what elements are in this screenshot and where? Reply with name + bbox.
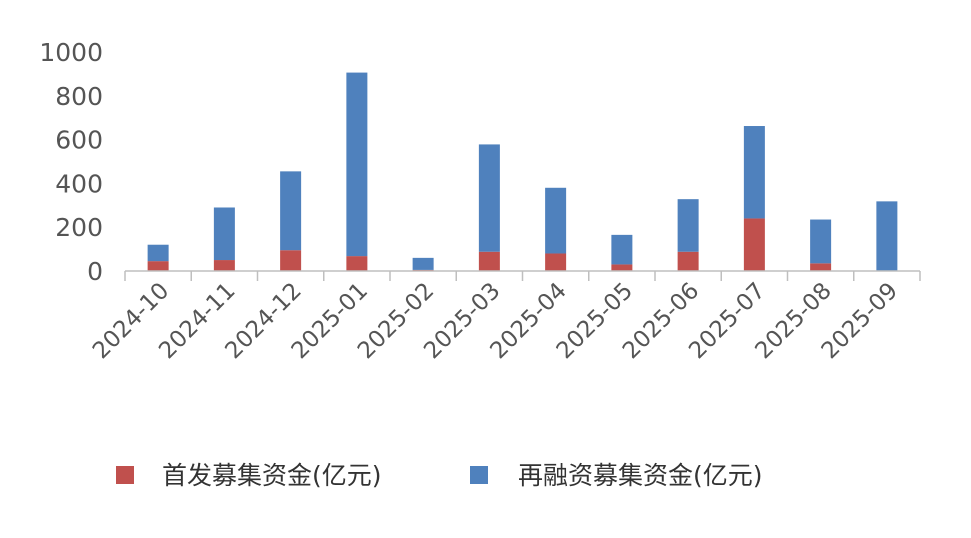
y-tick-label: 200 [55, 213, 103, 242]
y-tick-label: 600 [55, 126, 103, 155]
x-axis-labels: 2024-102024-112024-122025-012025-022025-… [88, 278, 903, 364]
bar-refinancing [346, 72, 368, 257]
bar-refinancing [810, 219, 832, 264]
bar-refinancing [743, 126, 765, 219]
x-axis-tick-marks [124, 271, 921, 281]
bar-refinancing [677, 199, 699, 252]
bar-refinancing [147, 244, 169, 262]
bar-ipo [346, 256, 368, 271]
bar-ipo [478, 251, 500, 271]
legend-label-refinancing: 再融资募集资金(亿元) [518, 461, 763, 490]
bar-refinancing [876, 201, 898, 271]
bar-refinancing [478, 144, 500, 252]
y-tick-label: 0 [87, 257, 103, 286]
bar-ipo [677, 251, 699, 271]
y-axis-ticks: 0 200 400 600 800 1000 [39, 38, 103, 286]
bar-ipo [280, 250, 302, 271]
y-tick-label: 1000 [39, 38, 103, 67]
bars [147, 72, 898, 271]
bar-ipo [611, 264, 633, 271]
legend-label-ipo: 首发募集资金(亿元) [162, 461, 382, 490]
legend-swatch-ipo [116, 466, 134, 484]
bar-refinancing [545, 187, 567, 254]
bar-ipo [147, 261, 169, 271]
y-tick-label: 800 [55, 82, 103, 111]
bar-ipo [545, 253, 567, 271]
legend-swatch-refinancing [470, 466, 488, 484]
bar-refinancing [611, 234, 633, 265]
y-tick-label: 400 [55, 169, 103, 198]
bar-refinancing [280, 171, 302, 251]
bar-refinancing [213, 207, 235, 261]
bar-ipo [213, 260, 235, 271]
bar-ipo [743, 218, 765, 271]
legend: 首发募集资金(亿元) 再融资募集资金(亿元) [116, 461, 763, 490]
bar-ipo [810, 263, 832, 271]
bar-refinancing [412, 257, 434, 270]
